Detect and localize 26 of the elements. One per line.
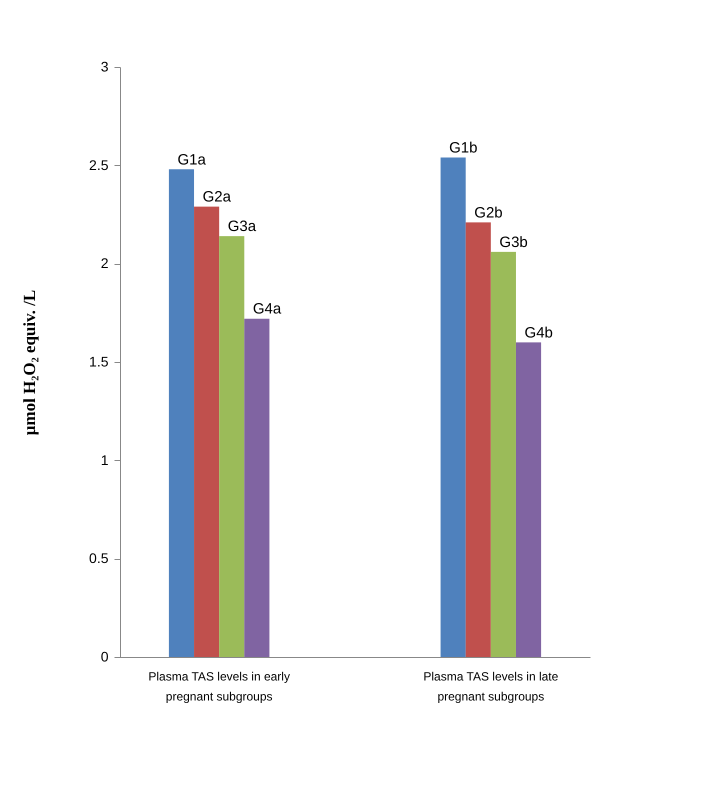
x-tick-label: Plasma TAS levels in early pregnant subgroups <box>148 670 290 704</box>
annotation: G4b <box>524 324 553 342</box>
y-tick-label: 1.5 <box>89 354 109 370</box>
bar <box>516 342 542 657</box>
bar <box>466 222 491 657</box>
bar <box>168 169 194 657</box>
annotation: G2a <box>202 188 232 206</box>
y-tick-label: 0.5 <box>89 550 109 566</box>
bar <box>490 252 516 657</box>
y-tick-label: 0 <box>100 648 109 664</box>
y-tick-label: 1 <box>100 452 109 468</box>
y-tick-label: 2.5 <box>89 156 109 173</box>
bar <box>194 206 220 657</box>
y-tick-label: 2 <box>100 255 109 272</box>
annotation: G3a <box>228 218 257 236</box>
annotation: G1b <box>449 139 478 156</box>
y-tick-label: 3 <box>100 58 109 74</box>
bar <box>440 157 466 657</box>
y-axis-title: μmol H₂O₂ equiv. /L <box>20 290 40 436</box>
bar <box>219 236 244 657</box>
annotation: G3b <box>499 234 528 251</box>
annotation: G4a <box>252 300 282 318</box>
annotation: G2b <box>474 204 503 222</box>
x-tick-label: Plasma TAS levels in late pregnant subgroups <box>423 670 559 704</box>
bar <box>244 318 270 657</box>
annotation: G1a <box>177 151 206 168</box>
